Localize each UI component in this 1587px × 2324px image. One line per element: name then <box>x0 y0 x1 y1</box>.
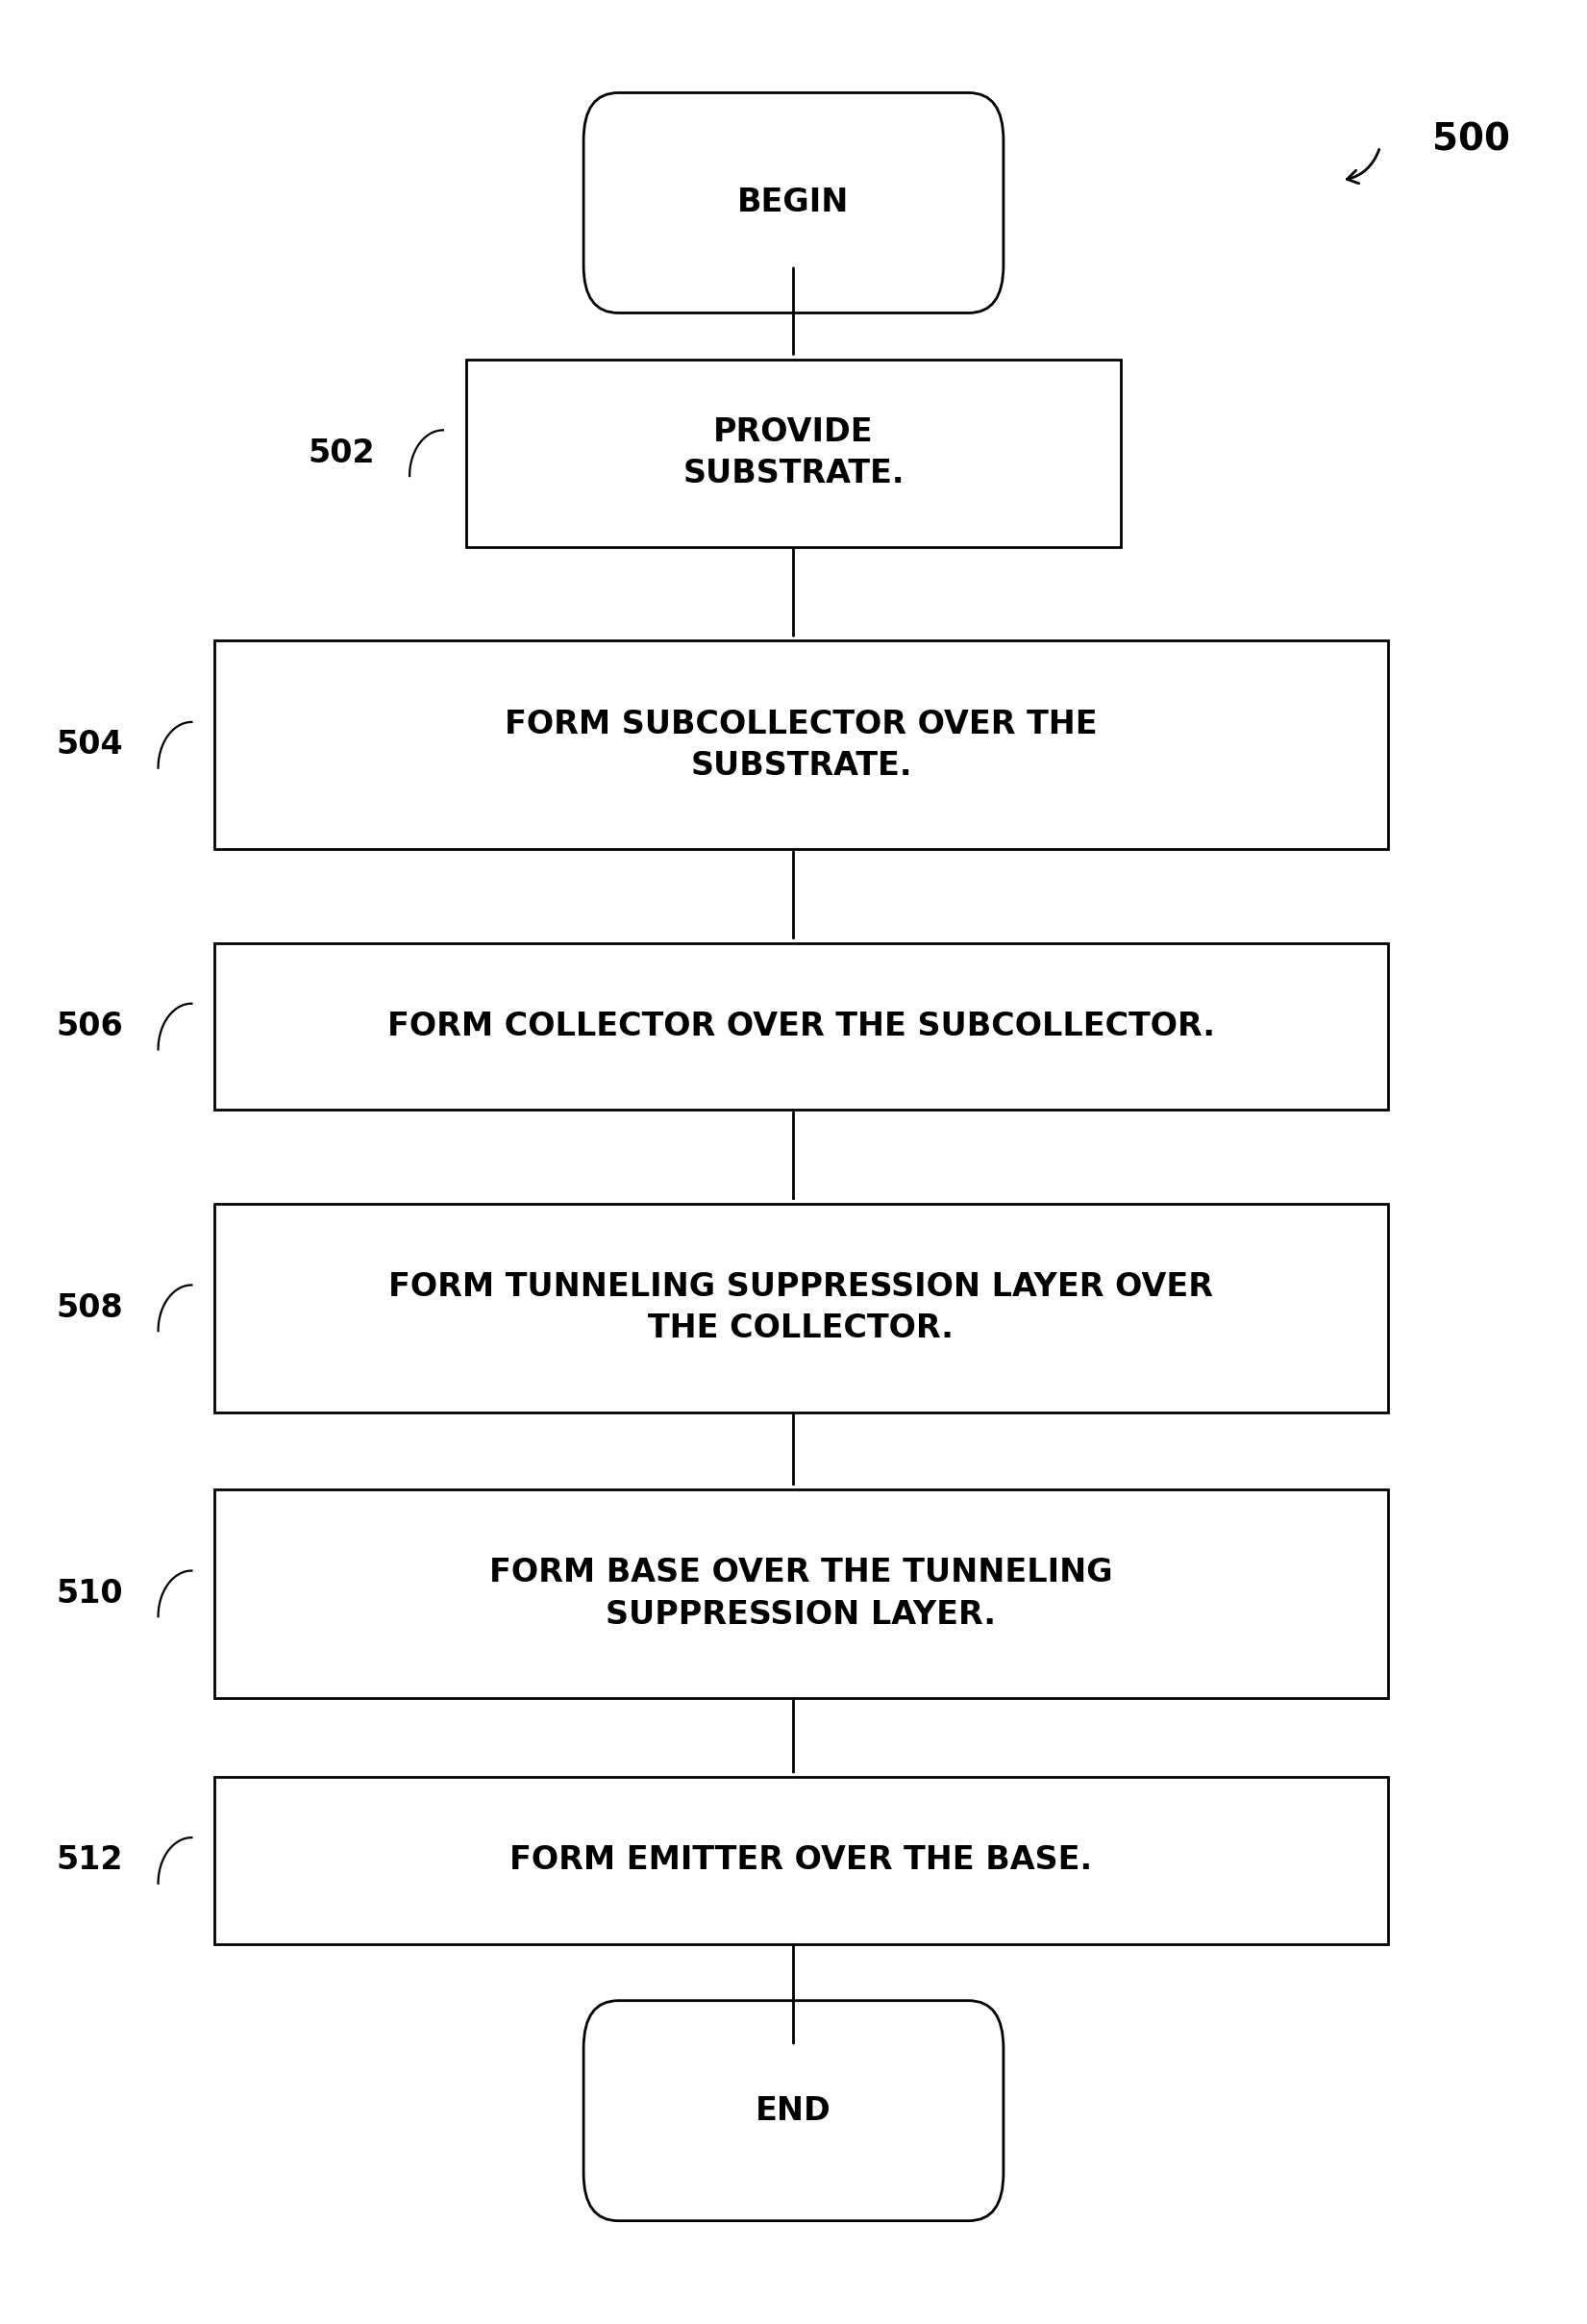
Text: 500: 500 <box>1433 121 1511 158</box>
Text: 506: 506 <box>56 1011 124 1043</box>
Bar <box>214 641 1387 848</box>
Text: 508: 508 <box>56 1292 124 1325</box>
Text: FORM EMITTER OVER THE BASE.: FORM EMITTER OVER THE BASE. <box>509 1845 1092 1875</box>
FancyArrowPatch shape <box>1347 149 1379 184</box>
FancyBboxPatch shape <box>584 2001 1003 2222</box>
Text: 510: 510 <box>56 1578 124 1611</box>
Text: FORM SUBCOLLECTOR OVER THE
SUBSTRATE.: FORM SUBCOLLECTOR OVER THE SUBSTRATE. <box>505 709 1098 781</box>
Text: PROVIDE
SUBSTRATE.: PROVIDE SUBSTRATE. <box>682 416 905 490</box>
Bar <box>214 944 1387 1111</box>
Bar <box>214 1490 1387 1699</box>
Text: FORM COLLECTOR OVER THE SUBCOLLECTOR.: FORM COLLECTOR OVER THE SUBCOLLECTOR. <box>387 1011 1216 1043</box>
Text: BEGIN: BEGIN <box>738 186 849 218</box>
Text: FORM TUNNELING SUPPRESSION LAYER OVER
THE COLLECTOR.: FORM TUNNELING SUPPRESSION LAYER OVER TH… <box>389 1271 1214 1346</box>
Bar <box>214 1204 1387 1413</box>
Text: FORM BASE OVER THE TUNNELING
SUPPRESSION LAYER.: FORM BASE OVER THE TUNNELING SUPPRESSION… <box>489 1557 1112 1631</box>
Text: 512: 512 <box>57 1845 124 1875</box>
Text: END: END <box>755 2094 832 2126</box>
Text: 502: 502 <box>308 437 375 469</box>
Text: 504: 504 <box>56 730 124 760</box>
FancyBboxPatch shape <box>584 93 1003 314</box>
Bar <box>214 1778 1387 1943</box>
Bar <box>467 360 1120 546</box>
